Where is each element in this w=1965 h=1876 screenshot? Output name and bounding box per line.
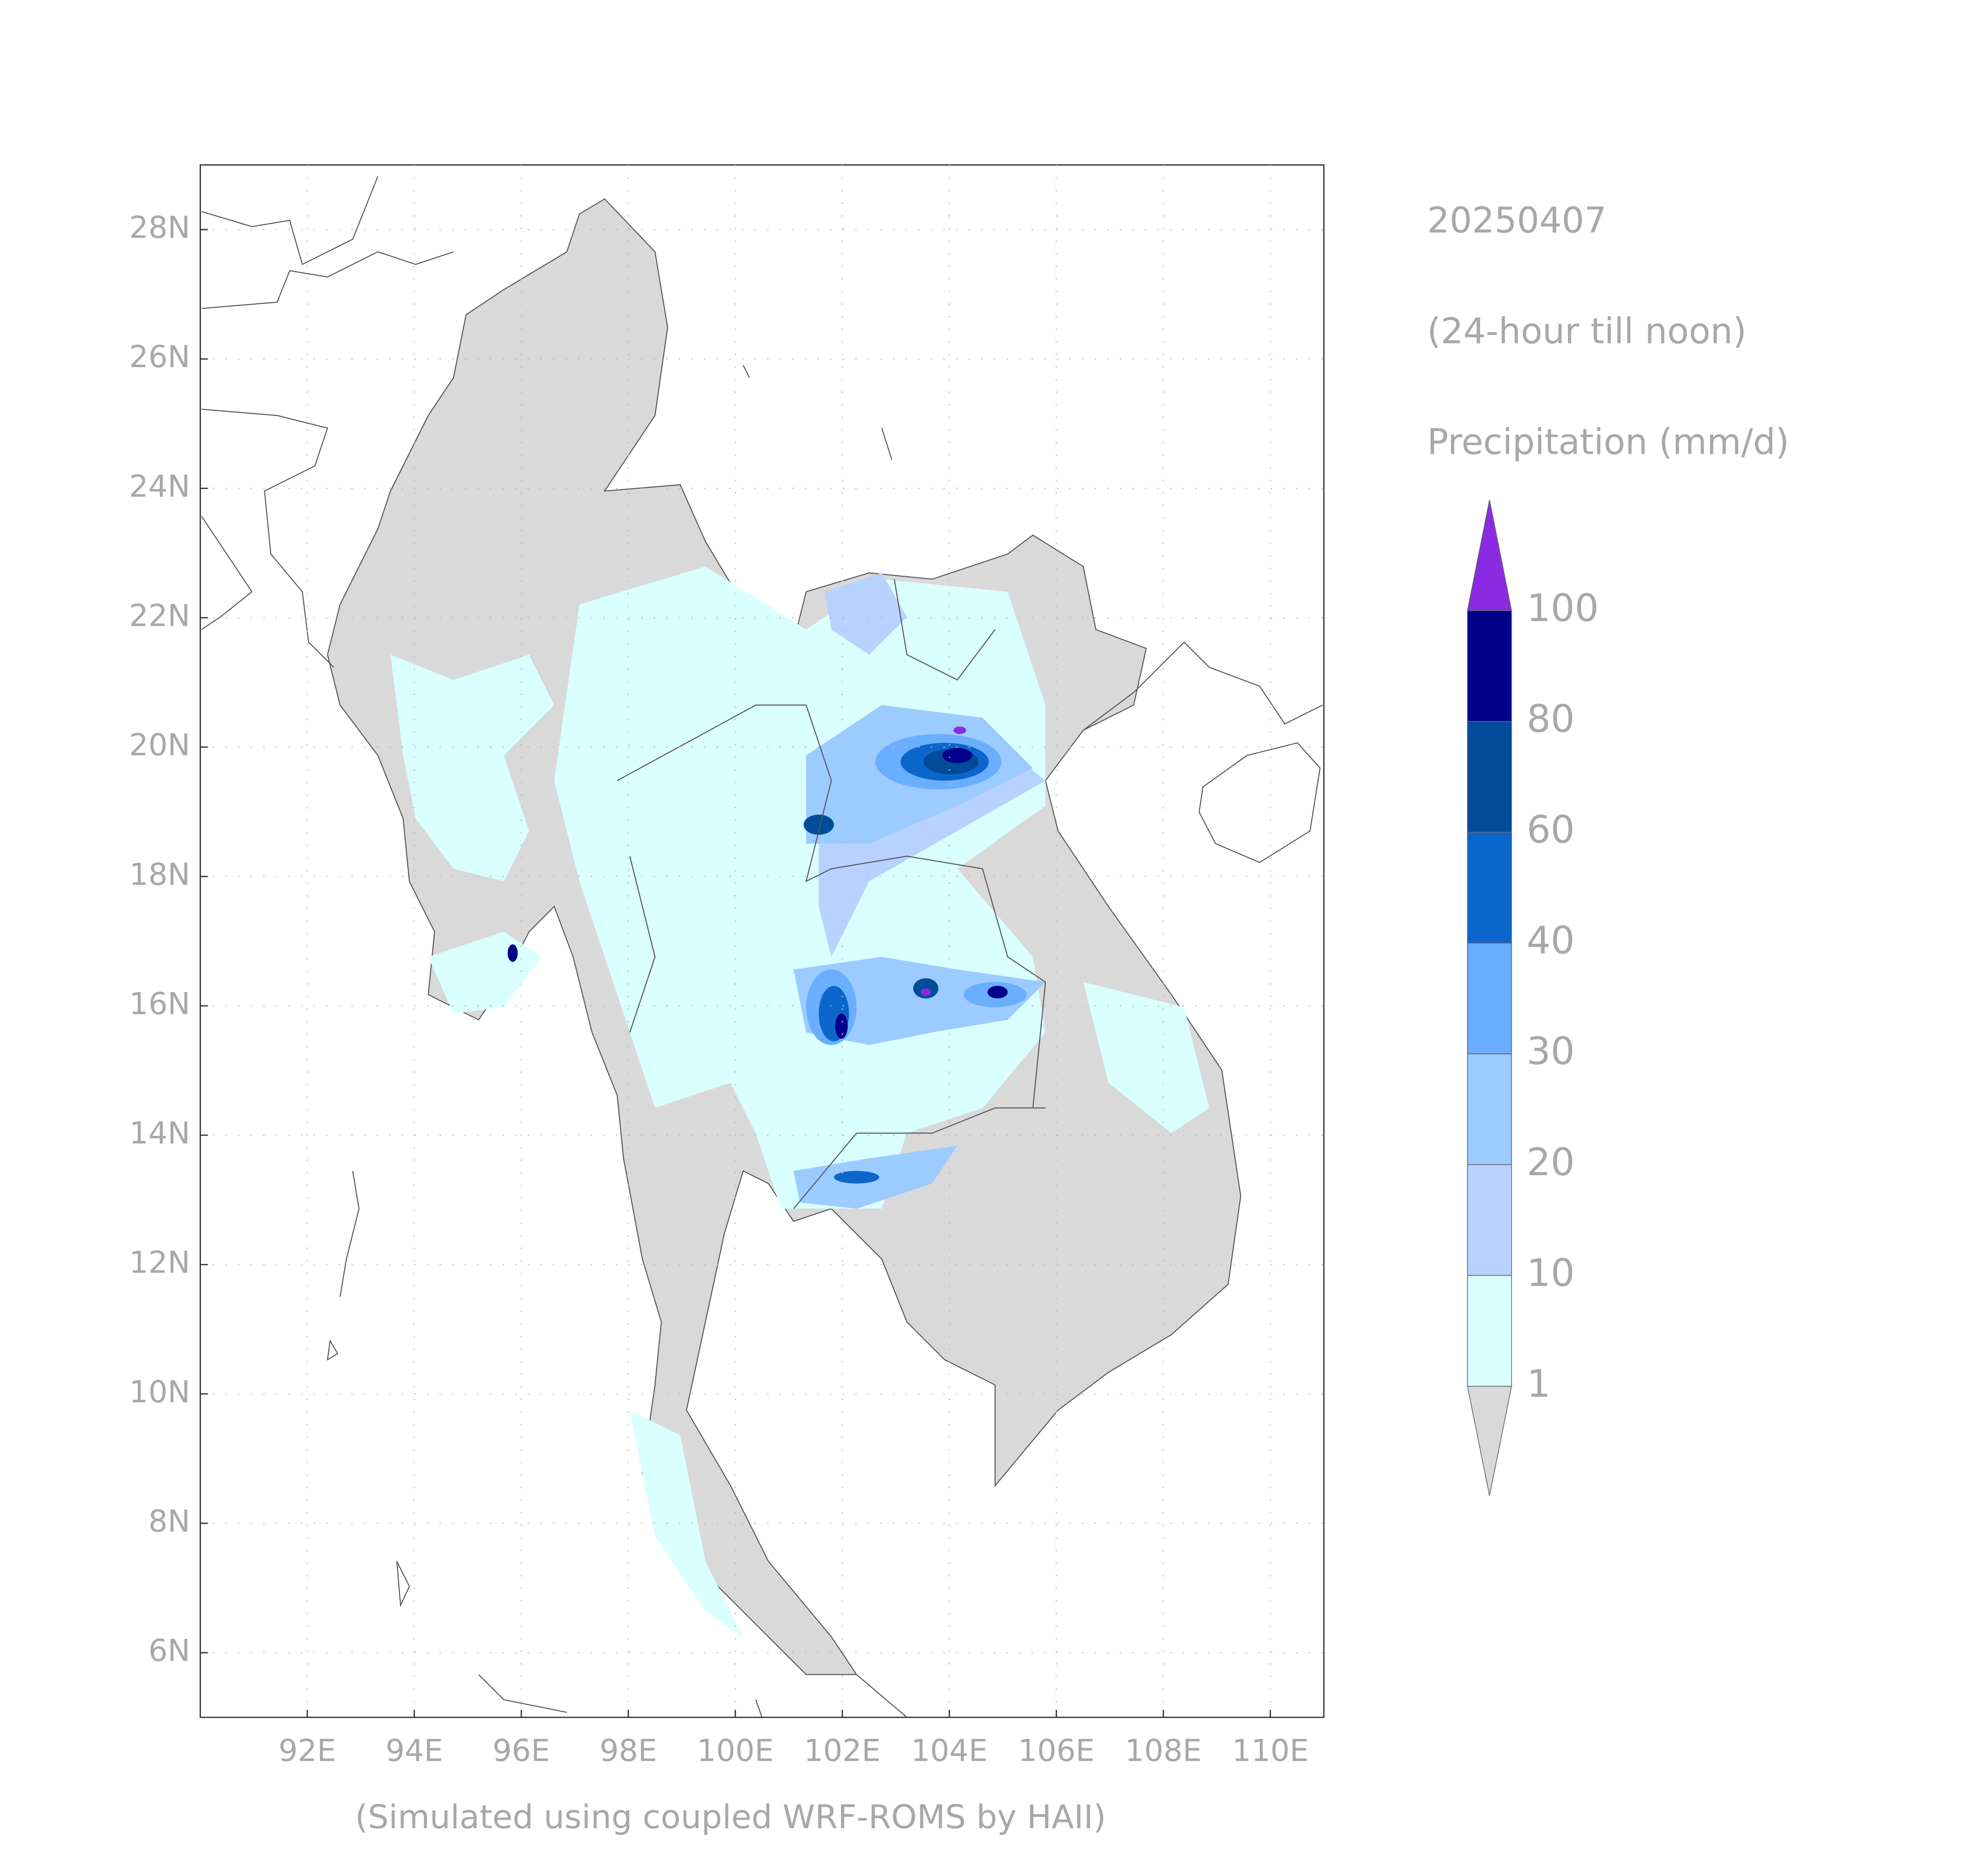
colorbar-bin: [1467, 1164, 1512, 1276]
subtitle: (24-hour till noon): [1427, 310, 1747, 352]
y-tick-label: 14N: [129, 1115, 190, 1151]
colorbar-bin: [1467, 610, 1512, 722]
colorbar-tick-label: 80: [1526, 697, 1575, 741]
x-tick-label: 102E: [804, 1733, 881, 1768]
x-tick-label: 104E: [911, 1733, 988, 1768]
coastline: [201, 516, 253, 630]
colorbar-tick-label: 100: [1526, 586, 1598, 630]
y-tick-label: 6N: [148, 1633, 190, 1668]
x-tick-label: 108E: [1125, 1733, 1202, 1768]
rain-area: [793, 957, 1046, 1045]
y-tick-label: 22N: [129, 598, 190, 633]
coastline: [201, 176, 379, 265]
colorbar-bin: [1467, 1053, 1512, 1165]
y-tick-label: 24N: [129, 469, 190, 504]
rain-area: [630, 1410, 744, 1637]
colorbar-tick-label: 1: [1526, 1361, 1551, 1406]
colorbar-label: Precipitation (mm/d): [1427, 422, 1789, 463]
y-tick-label: 26N: [129, 339, 190, 374]
coastline: [478, 1674, 907, 1718]
x-tick-label: 92E: [279, 1733, 336, 1768]
map-frame: [200, 164, 1325, 1718]
rain-area: [825, 573, 907, 655]
x-tick-label: 100E: [697, 1733, 774, 1768]
colorbar-tick-label: 40: [1526, 918, 1575, 963]
precipitation-layer: [390, 566, 1209, 1637]
x-tick-label: 106E: [1018, 1733, 1095, 1768]
rain-cell: [507, 944, 518, 962]
y-tick-label: 20N: [129, 727, 190, 762]
coastline: [201, 251, 454, 309]
rain-area: [1083, 982, 1209, 1133]
rain-cell: [803, 814, 834, 835]
y-tick-label: 12N: [129, 1245, 190, 1280]
hainan-island: [1198, 742, 1321, 863]
rain-area: [390, 654, 555, 882]
colorbar-tick-label: 20: [1526, 1140, 1575, 1184]
x-tick-label: 96E: [493, 1733, 550, 1768]
rain-cell: [987, 986, 1008, 999]
x-tick-label: 94E: [385, 1733, 443, 1768]
x-tick-label: 110E: [1232, 1733, 1309, 1768]
y-tick-label: 8N: [148, 1503, 190, 1539]
x-tick-label: 98E: [599, 1733, 657, 1768]
colorbar-bin: [1467, 1275, 1512, 1387]
coastline: [1083, 641, 1323, 731]
rain-cell: [953, 726, 966, 734]
colorbar-over: [1467, 499, 1512, 611]
colorbar-bin: [1467, 832, 1512, 944]
date-title: 20250407: [1427, 200, 1607, 241]
colorbar-tick-label: 10: [1526, 1251, 1575, 1295]
y-tick-label: 18N: [129, 857, 190, 892]
colorbar-under: [1467, 1386, 1512, 1496]
rain-cell: [834, 1171, 879, 1184]
coastline: [201, 408, 334, 668]
y-tick-label: 10N: [129, 1374, 190, 1409]
rain-cell: [942, 748, 973, 763]
colorbar-tick-label: 30: [1526, 1029, 1575, 1073]
caption: (Simulated using coupled WRF-ROMS by HAI…: [355, 1798, 1106, 1836]
rain-cell: [920, 988, 931, 996]
y-tick-label: 16N: [129, 986, 190, 1021]
rain-cell: [835, 1013, 848, 1039]
islands: [326, 364, 892, 1608]
y-tick-label: 28N: [129, 210, 190, 245]
colorbar-bin: [1467, 721, 1512, 833]
border-line: [617, 579, 1046, 1209]
colorbar-tick-label: 60: [1526, 808, 1575, 852]
colorbar-bin: [1467, 942, 1512, 1055]
